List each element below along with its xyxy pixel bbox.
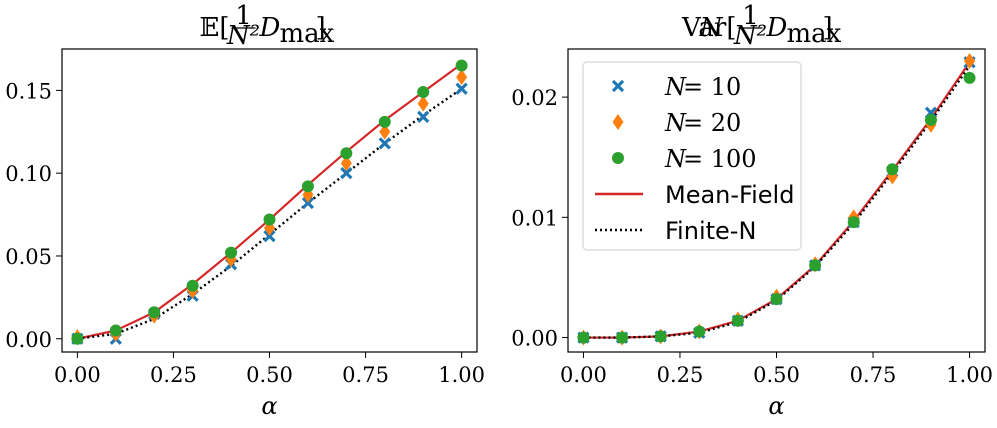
data-point	[378, 115, 391, 128]
series-line-mean-field	[77, 63, 463, 340]
y-tick-label: 0.00	[511, 327, 558, 351]
series-line-finite-n	[77, 87, 463, 340]
data-point	[731, 314, 744, 327]
data-point	[263, 229, 276, 243]
plot-frame	[61, 48, 478, 353]
title-expectation: 𝔼[	[200, 13, 230, 43]
x-tick-label: 0.25	[657, 363, 704, 387]
title-subscript: max	[280, 19, 335, 49]
data-point	[924, 113, 937, 126]
x-tick-label: 1.00	[438, 363, 485, 387]
data-point	[616, 331, 629, 344]
data-point	[109, 324, 122, 337]
legend-entry: N = 20	[612, 109, 741, 137]
series-n100	[71, 59, 468, 345]
data-point	[770, 293, 783, 306]
title-frac-den: N²	[226, 21, 260, 51]
title-frac-num: 1	[742, 1, 759, 31]
data-point	[455, 82, 468, 95]
data-point	[340, 167, 353, 180]
x-tick-label: 0.50	[753, 363, 800, 387]
data-point	[964, 53, 976, 70]
legend-label-eq: = 10	[683, 73, 741, 101]
data-point	[455, 59, 468, 72]
data-point	[417, 86, 430, 99]
legend-label-n: N	[664, 73, 687, 101]
data-point	[693, 325, 706, 338]
data-point	[301, 180, 314, 193]
y-tick-label: 0.10	[5, 162, 52, 186]
title-frac-den: N²	[733, 21, 767, 51]
legend-label-eq: = 100	[683, 145, 757, 173]
data-point	[301, 196, 315, 210]
legend-marker	[612, 114, 624, 130]
series-n20	[71, 69, 468, 346]
x-tick-label: 0.00	[560, 363, 607, 387]
data-point	[886, 163, 899, 176]
title-d: D	[766, 13, 788, 43]
legend-label-n: N	[664, 145, 687, 173]
title-close: ]	[316, 13, 326, 43]
legend-box	[582, 61, 802, 251]
title-var: Var[	[681, 13, 736, 43]
legend-entry: Mean-Field	[595, 181, 794, 209]
x-axis-label: α	[768, 392, 784, 420]
legend-marker	[611, 79, 625, 93]
data-point	[456, 69, 468, 86]
y-tick-label: 0.15	[5, 79, 52, 103]
data-point	[340, 147, 353, 160]
data-point	[186, 279, 199, 292]
legend-label: Finite-N	[665, 217, 756, 245]
data-point	[963, 71, 976, 84]
title-d: D	[259, 13, 281, 43]
data-point	[378, 137, 391, 150]
legend-entry: N = 100	[612, 145, 757, 173]
data-point	[71, 332, 84, 345]
title-close: ]	[823, 13, 833, 43]
legend-label-n: N	[664, 109, 687, 137]
data-point	[148, 306, 161, 319]
data-point	[340, 155, 352, 172]
x-tick-label: 0.25	[150, 363, 197, 387]
x-tick-label: 1.00	[946, 363, 993, 387]
data-point	[654, 330, 667, 343]
x-tick-label: 0.00	[54, 363, 101, 387]
x-tick-label: 0.75	[850, 363, 897, 387]
title-frac-num: 1	[235, 1, 252, 31]
title-subscript: max	[787, 19, 842, 49]
legend-marker	[612, 152, 624, 164]
title-n: N	[699, 13, 724, 43]
data-point	[263, 213, 276, 226]
legend-label-eq: = 20	[683, 109, 741, 137]
y-tick-label: 0.02	[511, 86, 558, 110]
legend-label: Mean-Field	[665, 181, 794, 209]
data-point	[847, 216, 860, 229]
data-point	[577, 331, 590, 344]
data-point	[379, 123, 391, 140]
legend-entry: N = 10	[611, 73, 741, 101]
data-point	[225, 246, 238, 259]
y-tick-label: 0.01	[511, 206, 558, 230]
series-n100	[577, 71, 976, 344]
data-point	[809, 259, 822, 272]
data-point	[417, 95, 429, 112]
plot-frame	[567, 48, 986, 353]
x-tick-label: 0.75	[342, 363, 389, 387]
legend-entry: Finite-N	[595, 217, 756, 245]
y-tick-label: 0.00	[5, 328, 52, 352]
x-tick-label: 0.50	[246, 363, 293, 387]
y-tick-label: 0.05	[5, 245, 52, 269]
data-point	[417, 110, 430, 124]
x-axis-label: α	[261, 392, 277, 420]
